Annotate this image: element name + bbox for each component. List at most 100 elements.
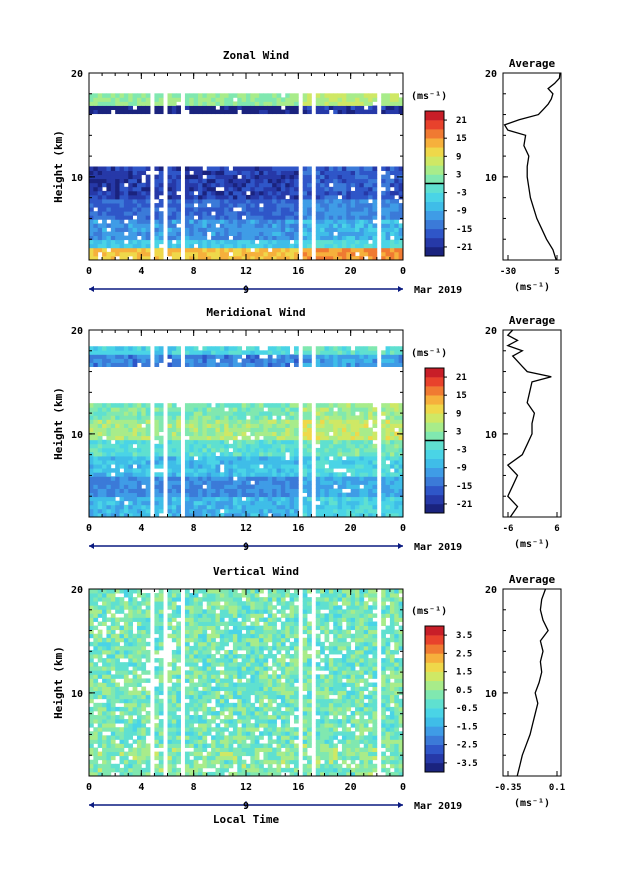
heatmap-cell	[136, 601, 142, 606]
heatmap-cell	[324, 219, 330, 224]
heatmap-cell	[93, 427, 99, 433]
heatmap-cell	[136, 407, 142, 412]
day-label: 9	[243, 542, 249, 553]
heatmap-cell	[128, 731, 134, 736]
heatmap-cell	[93, 255, 99, 261]
heatmap-cell	[333, 235, 338, 241]
heatmap-cell	[132, 706, 138, 712]
heatmap-cell	[128, 706, 134, 712]
heatmap-cell	[293, 439, 299, 445]
heatmap-cell	[154, 727, 160, 732]
heatmap-cell	[89, 346, 94, 351]
heatmap-cell	[237, 362, 243, 367]
heatmap-cell	[184, 617, 190, 622]
heatmap-cell	[398, 190, 404, 196]
heatmap-cell	[171, 431, 177, 437]
heatmap-cell	[215, 411, 221, 416]
heatmap-cell	[110, 415, 116, 420]
heatmap-cell	[93, 694, 99, 700]
heatmap-cell	[328, 427, 334, 433]
heatmap-cell	[259, 235, 264, 241]
heatmap-cell	[154, 166, 160, 171]
heatmap-cell	[93, 247, 99, 253]
heatmap-cell	[167, 710, 173, 716]
heatmap-cell	[110, 625, 116, 631]
heatmap-cell	[337, 419, 343, 424]
heatmap-cell	[215, 443, 221, 449]
heatmap-cell	[276, 362, 282, 367]
heatmap-cell	[193, 415, 199, 420]
heatmap-cell	[246, 93, 251, 98]
heatmap-cell	[215, 251, 221, 257]
heatmap-cell	[381, 207, 386, 212]
heatmap-cell	[176, 186, 181, 192]
heatmap-cell	[89, 512, 94, 518]
heatmap-cell	[355, 362, 360, 367]
heatmap-cell	[219, 439, 225, 445]
heatmap-cell	[324, 496, 330, 502]
heatmap-cell	[280, 235, 286, 241]
heatmap-cell	[350, 194, 356, 200]
heatmap-cell	[167, 403, 173, 408]
heatmap-cell	[219, 346, 225, 351]
heatmap-cell	[106, 439, 112, 445]
heatmap-cell	[141, 231, 147, 237]
heatmap-cell	[228, 480, 234, 485]
heatmap-cell	[328, 480, 334, 485]
heatmap-cell	[97, 472, 103, 477]
heatmap-cell	[246, 411, 251, 416]
heatmap-cell	[102, 751, 107, 757]
heatmap-cell	[368, 235, 373, 241]
heatmap-cell	[93, 423, 99, 428]
heatmap-cell	[246, 251, 251, 257]
heatmap-cell	[328, 350, 334, 355]
heatmap-cell	[110, 621, 116, 626]
heatmap-cell	[145, 174, 151, 180]
heatmap-cell	[359, 182, 365, 188]
heatmap-cell	[267, 508, 273, 514]
heatmap-cell	[267, 93, 273, 98]
heatmap-cell	[206, 431, 212, 437]
heatmap-cell	[128, 109, 134, 115]
heatmap-cell	[211, 415, 216, 420]
heatmap-cell	[171, 759, 177, 765]
x-tick-label: 20	[345, 266, 357, 277]
heatmap-cell	[394, 199, 400, 204]
heatmap-cell	[228, 93, 234, 98]
heatmap-cell	[276, 239, 282, 245]
heatmap-cell	[110, 255, 116, 261]
heatmap-cell	[289, 451, 295, 457]
heatmap-cell	[136, 492, 142, 498]
heatmap-cell	[132, 763, 138, 769]
heatmap-cell	[276, 101, 282, 106]
heatmap-cell	[259, 178, 264, 184]
heatmap-cell	[202, 512, 208, 518]
colorbar-swatch	[425, 485, 444, 496]
heatmap-cell	[158, 767, 164, 773]
heatmap-cell	[263, 203, 269, 208]
heatmap-cell	[167, 488, 173, 494]
heatmap-cell	[337, 492, 343, 498]
heatmap-cell	[341, 199, 347, 204]
heatmap-cell	[246, 451, 251, 457]
heatmap-cell	[346, 419, 352, 424]
heatmap-cell	[280, 476, 286, 481]
heatmap-cell	[250, 170, 256, 176]
heatmap-cell	[171, 415, 177, 420]
heatmap-cell	[132, 186, 138, 192]
heatmap-cell	[89, 747, 94, 753]
heatmap-cell	[254, 403, 260, 408]
heatmap-cell	[115, 435, 120, 441]
heatmap-cell	[346, 500, 352, 506]
heatmap-cell	[145, 759, 151, 765]
heatmap-cell	[115, 460, 120, 465]
heatmap-cell	[136, 767, 142, 773]
heatmap-cell	[93, 415, 99, 420]
heatmap-cell	[158, 625, 164, 631]
heatmap-cell	[350, 239, 356, 245]
heatmap-cell	[302, 243, 308, 249]
heatmap-cell	[171, 109, 177, 115]
heatmap-cell	[128, 743, 134, 748]
heatmap-cell	[272, 170, 277, 176]
